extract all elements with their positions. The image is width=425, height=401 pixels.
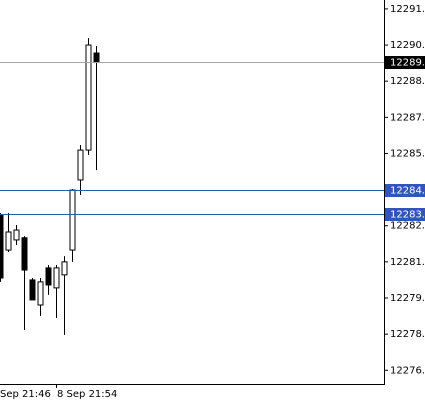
candle-body (21, 237, 28, 271)
candle-body (0, 214, 4, 279)
candle-body (5, 231, 12, 251)
candle-body (13, 229, 20, 241)
level-label-box (385, 56, 425, 69)
y-tick-label: 12288.5 (390, 76, 425, 87)
y-tick-label: 12290.0 (390, 40, 425, 51)
y-tick-label: 12281.0 (390, 257, 425, 268)
level-label: 12289.3 (390, 58, 425, 69)
y-tick-label: 12291.5 (390, 4, 425, 15)
x-tick-label: Sep 21:46 (0, 389, 51, 400)
y-tick-label: 12279.5 (390, 293, 425, 304)
candle-body (45, 267, 52, 286)
candle-body (93, 52, 100, 63)
x-tick-label: 8 Sep 21:54 (57, 389, 117, 400)
candle-body (29, 279, 36, 301)
y-tick-label: 12282.5 (390, 221, 425, 232)
candle-body (61, 261, 68, 276)
candle-body (85, 44, 92, 151)
y-tick-label: 12285.5 (390, 148, 425, 159)
candle-body (69, 189, 76, 251)
y-tick-label: 12278.0 (390, 329, 425, 340)
level-label: 12284.0 (390, 186, 425, 197)
level-label: 12283.0 (390, 210, 425, 221)
level-label-box (385, 208, 425, 221)
candle-body (37, 281, 44, 306)
y-tick-label: 12287.0 (390, 112, 425, 123)
level-label-box (385, 184, 425, 197)
y-tick-label: 12276.5 (390, 365, 425, 376)
candle-body (53, 267, 60, 289)
plot-area (0, 38, 100, 335)
candle-body (77, 149, 84, 181)
